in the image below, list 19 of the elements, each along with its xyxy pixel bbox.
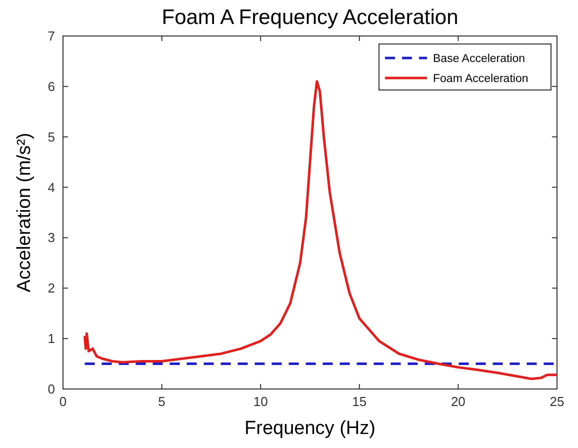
x-axis-title: Frequency (Hz) [244,418,376,439]
y-tick-label: 7 [48,28,55,44]
x-tick-label: 5 [158,394,166,409]
x-tick-label: 20 [450,394,466,409]
y-tick-label: 6 [48,78,55,94]
legend-label: Base Acceleration [433,53,526,65]
y-tick-label: 4 [48,180,55,195]
x-tick-label: 10 [253,394,268,409]
y-tick-label: 0 [48,382,55,396]
y-tick-label: 5 [48,129,55,144]
chart-title: Foam A Frequency Acceleration [162,6,458,29]
x-tick-label: 15 [352,394,367,409]
legend-label: Foam Acceleration [433,73,528,85]
x-tick-label: 25 [550,394,564,409]
y-axis-title: Acceleration (m/s²) [14,132,35,292]
y-tick-label: 3 [48,230,55,246]
x-tick-label: 0 [59,394,67,409]
y-tick-label: 2 [48,280,55,296]
y-tick-label: 1 [48,331,55,346]
